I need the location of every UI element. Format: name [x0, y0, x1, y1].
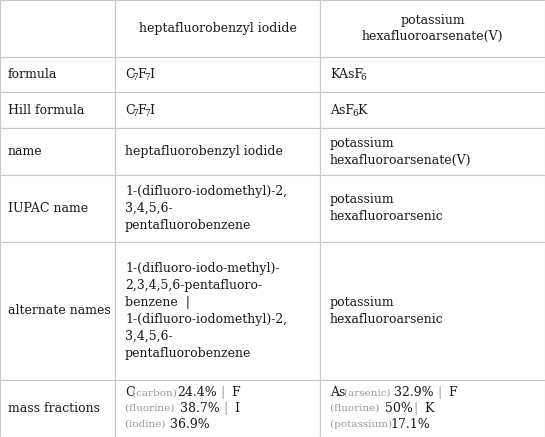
Text: 7: 7 [144, 108, 150, 118]
Bar [320, 57, 545, 92]
Text: (fluorine): (fluorine) [330, 404, 383, 413]
Text: |: | [223, 402, 227, 415]
Text: 50%: 50% [385, 402, 413, 415]
Bar [0, 175, 115, 242]
Bar [320, 242, 545, 380]
Text: AsF: AsF [330, 104, 354, 117]
Text: potassium
hexafluoroarsenate(V): potassium hexafluoroarsenate(V) [362, 14, 503, 43]
Text: (fluorine): (fluorine) [125, 404, 178, 413]
Text: alternate names: alternate names [8, 305, 111, 318]
Bar [0, 380, 115, 437]
Text: As: As [330, 386, 346, 399]
Text: |: | [438, 386, 441, 399]
Bar [0, 92, 115, 128]
Bar [0, 242, 115, 380]
Text: 7: 7 [132, 108, 138, 118]
Bar [115, 380, 320, 437]
Text: K: K [357, 104, 366, 117]
Bar [0, 128, 115, 175]
Text: C: C [125, 104, 135, 117]
Text: heptafluorobenzyl iodide: heptafluorobenzyl iodide [138, 22, 296, 35]
Text: F: F [137, 104, 146, 117]
Text: K: K [425, 402, 434, 415]
Text: 24.4%: 24.4% [177, 386, 217, 399]
Text: 32.9%: 32.9% [395, 386, 434, 399]
Text: potassium
hexafluoroarsenic: potassium hexafluoroarsenic [330, 296, 444, 326]
Text: KAsF: KAsF [330, 68, 363, 81]
Text: mass fractions: mass fractions [8, 402, 100, 415]
Text: |: | [220, 386, 225, 399]
Text: I: I [149, 68, 154, 81]
Text: name: name [8, 145, 43, 158]
Text: |: | [414, 402, 418, 415]
Bar [0, 57, 115, 92]
Bar [0, 0, 115, 57]
Text: IUPAC name: IUPAC name [8, 202, 88, 215]
Text: Hill formula: Hill formula [8, 104, 84, 117]
Text: heptafluorobenzyl iodide: heptafluorobenzyl iodide [125, 145, 283, 158]
Bar [115, 175, 320, 242]
Text: potassium
hexafluoroarsenate(V): potassium hexafluoroarsenate(V) [330, 136, 471, 166]
Text: 6: 6 [360, 73, 366, 82]
Bar [115, 242, 320, 380]
Text: (potassium): (potassium) [330, 420, 395, 429]
Bar [115, 0, 320, 57]
Text: F: F [449, 386, 457, 399]
Bar [115, 128, 320, 175]
Text: I: I [149, 104, 154, 117]
Bar [115, 92, 320, 128]
Bar [320, 175, 545, 242]
Text: 6: 6 [353, 108, 358, 118]
Text: F: F [137, 68, 146, 81]
Text: 7: 7 [132, 73, 138, 82]
Text: formula: formula [8, 68, 57, 81]
Text: 1-(difluoro-iodo-methyl)-
2,3,4,5,6-pentafluoro-
benzene  |
1-(difluoro-iodometh: 1-(difluoro-iodo-methyl)- 2,3,4,5,6-pent… [125, 262, 287, 360]
Text: F: F [231, 386, 240, 399]
Text: 36.9%: 36.9% [170, 418, 210, 431]
Text: I: I [234, 402, 239, 415]
Text: C: C [125, 386, 135, 399]
Bar [320, 380, 545, 437]
Bar [320, 0, 545, 57]
Text: (carbon): (carbon) [132, 388, 180, 397]
Text: potassium
hexafluoroarsenic: potassium hexafluoroarsenic [330, 194, 444, 223]
Bar [115, 57, 320, 92]
Text: 17.1%: 17.1% [390, 418, 430, 431]
Bar [320, 128, 545, 175]
Text: C: C [125, 68, 135, 81]
Text: 38.7%: 38.7% [180, 402, 220, 415]
Text: 1-(difluoro-iodomethyl)-2,
3,4,5,6-
pentafluorobenzene: 1-(difluoro-iodomethyl)-2, 3,4,5,6- pent… [125, 185, 287, 232]
Text: 7: 7 [144, 73, 150, 82]
Text: (iodine): (iodine) [125, 420, 169, 429]
Bar [320, 92, 545, 128]
Text: (arsenic): (arsenic) [344, 388, 394, 397]
